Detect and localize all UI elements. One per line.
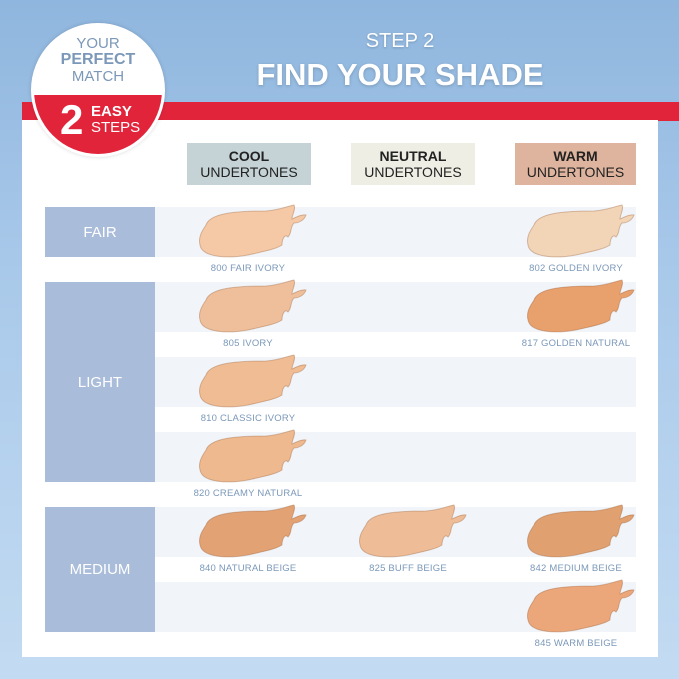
shade-label: 800 FAIR IVORY — [210, 263, 286, 274]
column-header-cool: COOL UNDERTONES — [187, 143, 311, 185]
shade-swatch — [524, 578, 636, 634]
row-label-medium: MEDIUM — [45, 507, 155, 632]
column-header-title: NEUTRAL — [379, 148, 447, 164]
shade-label: 842 MEDIUM BEIGE — [530, 563, 622, 574]
shade-swatch — [356, 503, 468, 559]
badge-red-half — [34, 95, 162, 154]
column-header-title: WARM — [553, 148, 598, 164]
shade-label: 845 WARM BEIGE — [534, 638, 618, 649]
shade-swatch — [524, 503, 636, 559]
badge-easy: EASY — [91, 103, 132, 120]
shade-swatch — [524, 203, 636, 259]
column-header-sub: UNDERTONES — [526, 164, 625, 180]
column-header-neutral: NEUTRAL UNDERTONES — [351, 143, 475, 185]
shade-swatch — [524, 278, 636, 334]
column-header-sub: UNDERTONES — [364, 164, 462, 180]
red-banner — [22, 102, 679, 121]
shade-label: 805 IVORY — [223, 338, 273, 349]
shade-label: 825 BUFF BEIGE — [369, 563, 447, 574]
step-label: STEP 2 — [365, 30, 435, 52]
page-title: FIND YOUR SHADE — [256, 57, 544, 92]
badge-steps: STEPS — [91, 119, 141, 136]
shade-label: 810 CLASSIC IVORY — [200, 413, 296, 424]
shade-swatch — [196, 203, 308, 259]
shade-swatch — [196, 428, 308, 484]
shade-label: 840 NATURAL BEIGE — [199, 563, 297, 574]
shade-label: 802 GOLDEN IVORY — [529, 263, 623, 274]
shade-swatch — [196, 278, 308, 334]
badge-number: 2 — [60, 96, 84, 143]
row-label-fair: FAIR — [45, 207, 155, 257]
column-header-title: COOL — [228, 148, 270, 164]
badge-match: MATCH — [71, 68, 125, 85]
two-easy-steps-badge: YOUR PERFECT MATCH 2 EASY STEPS — [31, 23, 165, 157]
badge-perfect: PERFECT — [60, 51, 136, 68]
badge-your: YOUR — [76, 35, 120, 52]
shade-label: 820 CREAMY NATURAL — [193, 488, 303, 499]
shade-swatch — [196, 503, 308, 559]
column-header-sub: UNDERTONES — [200, 164, 298, 180]
row-label-light: LIGHT — [45, 282, 155, 482]
shade-swatch — [196, 353, 308, 409]
shade-label: 817 GOLDEN NATURAL — [521, 338, 631, 349]
column-header-warm: WARM UNDERTONES — [515, 143, 636, 185]
